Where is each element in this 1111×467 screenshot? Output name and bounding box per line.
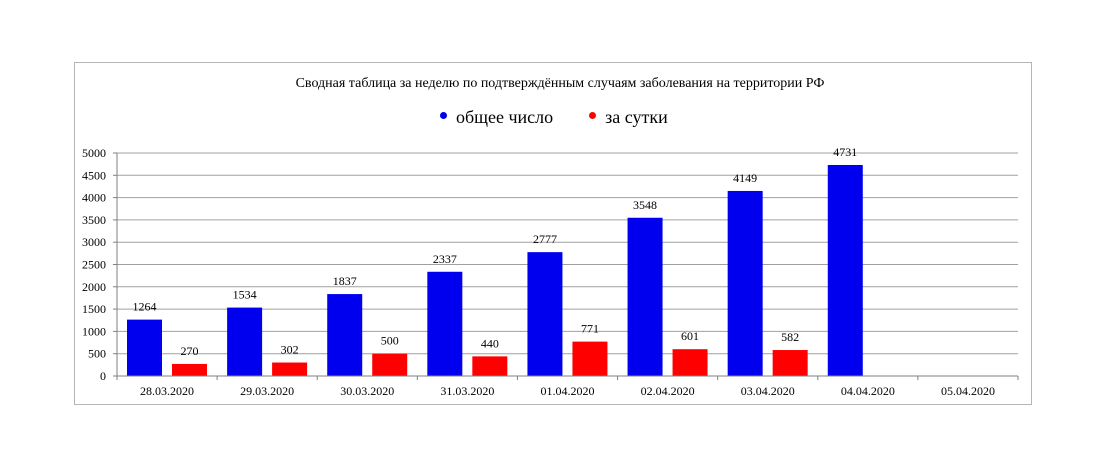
y-tick-label: 4000 xyxy=(82,191,106,205)
y-tick-label: 3500 xyxy=(82,213,106,227)
x-tick-label: 01.04.2020 xyxy=(541,384,595,398)
legend-label-daily: за сутки xyxy=(605,106,668,127)
x-axis: 28.03.2020 29.03.2020 30.03.2020 31.03.2020… xyxy=(116,375,1019,398)
data-label-daily: 440 xyxy=(481,336,499,350)
y-tick-label: 5000 xyxy=(82,146,106,160)
data-label-total: 3548 xyxy=(633,198,657,212)
x-tick-label: 02.04.2020 xyxy=(641,384,695,398)
data-label-daily: 582 xyxy=(781,330,799,344)
chart-legend: общее число за сутки xyxy=(440,106,704,128)
bar-total xyxy=(127,319,162,376)
legend-marker-total xyxy=(440,111,447,119)
bar-total xyxy=(627,217,663,376)
gridlines xyxy=(117,152,1018,377)
bar-daily xyxy=(572,341,608,376)
data-label-total: 4731 xyxy=(833,145,857,159)
x-tick-label: 29.03.2020 xyxy=(240,384,294,398)
y-tick-label: 3000 xyxy=(82,235,106,249)
chart-title: Сводная таблица за неделю по подтверждён… xyxy=(295,76,825,91)
data-label-total: 2337 xyxy=(433,252,457,266)
y-tick-label: 500 xyxy=(88,347,106,361)
bar-total xyxy=(827,164,863,376)
bar-total xyxy=(327,294,363,376)
data-label-daily: 601 xyxy=(681,329,699,343)
data-label-daily: 500 xyxy=(381,334,399,348)
bar-total xyxy=(227,307,263,376)
bar-daily xyxy=(472,356,508,376)
x-tick-label: 03.04.2020 xyxy=(741,384,795,398)
data-label-total: 1534 xyxy=(233,288,257,302)
legend-item-total: общее число xyxy=(440,107,553,128)
bars xyxy=(127,164,863,376)
legend-item-daily: за сутки xyxy=(589,107,668,128)
data-label-daily: 302 xyxy=(281,343,299,357)
x-tick-label: 04.04.2020 xyxy=(841,384,895,398)
x-tick-label: 31.03.2020 xyxy=(440,384,494,398)
data-label-daily: 771 xyxy=(581,322,599,336)
bar-daily xyxy=(772,350,808,376)
data-labels: 1264 270 1534 302 1837 500 2337 440 2777 771 3548 6… xyxy=(133,145,858,358)
bar-total xyxy=(727,190,763,376)
x-tick-label: 28.03.2020 xyxy=(140,384,194,398)
x-tick-label: 30.03.2020 xyxy=(340,384,394,398)
bar-daily xyxy=(672,349,708,376)
y-tick-label: 1500 xyxy=(82,302,106,316)
y-tick-label: 1000 xyxy=(82,324,106,338)
y-tick-label: 4500 xyxy=(82,168,106,182)
y-tick-label: 2000 xyxy=(82,280,106,294)
bar-daily xyxy=(272,362,308,376)
bar-daily xyxy=(372,353,408,376)
data-label-daily: 270 xyxy=(181,344,199,358)
legend-marker-daily xyxy=(589,111,597,119)
data-label-total: 1837 xyxy=(333,274,357,288)
bar-total xyxy=(427,271,463,376)
data-label-total: 4149 xyxy=(733,171,757,185)
data-label-total: 2777 xyxy=(533,232,557,246)
data-label-total: 1264 xyxy=(133,300,157,314)
bar-total xyxy=(527,252,563,376)
y-tick-label: 0 xyxy=(100,369,106,383)
y-tick-label: 2500 xyxy=(82,258,106,272)
legend-label-total: общее число xyxy=(456,106,554,127)
bar-daily xyxy=(172,363,207,376)
x-tick-label: 05.04.2020 xyxy=(941,384,995,398)
